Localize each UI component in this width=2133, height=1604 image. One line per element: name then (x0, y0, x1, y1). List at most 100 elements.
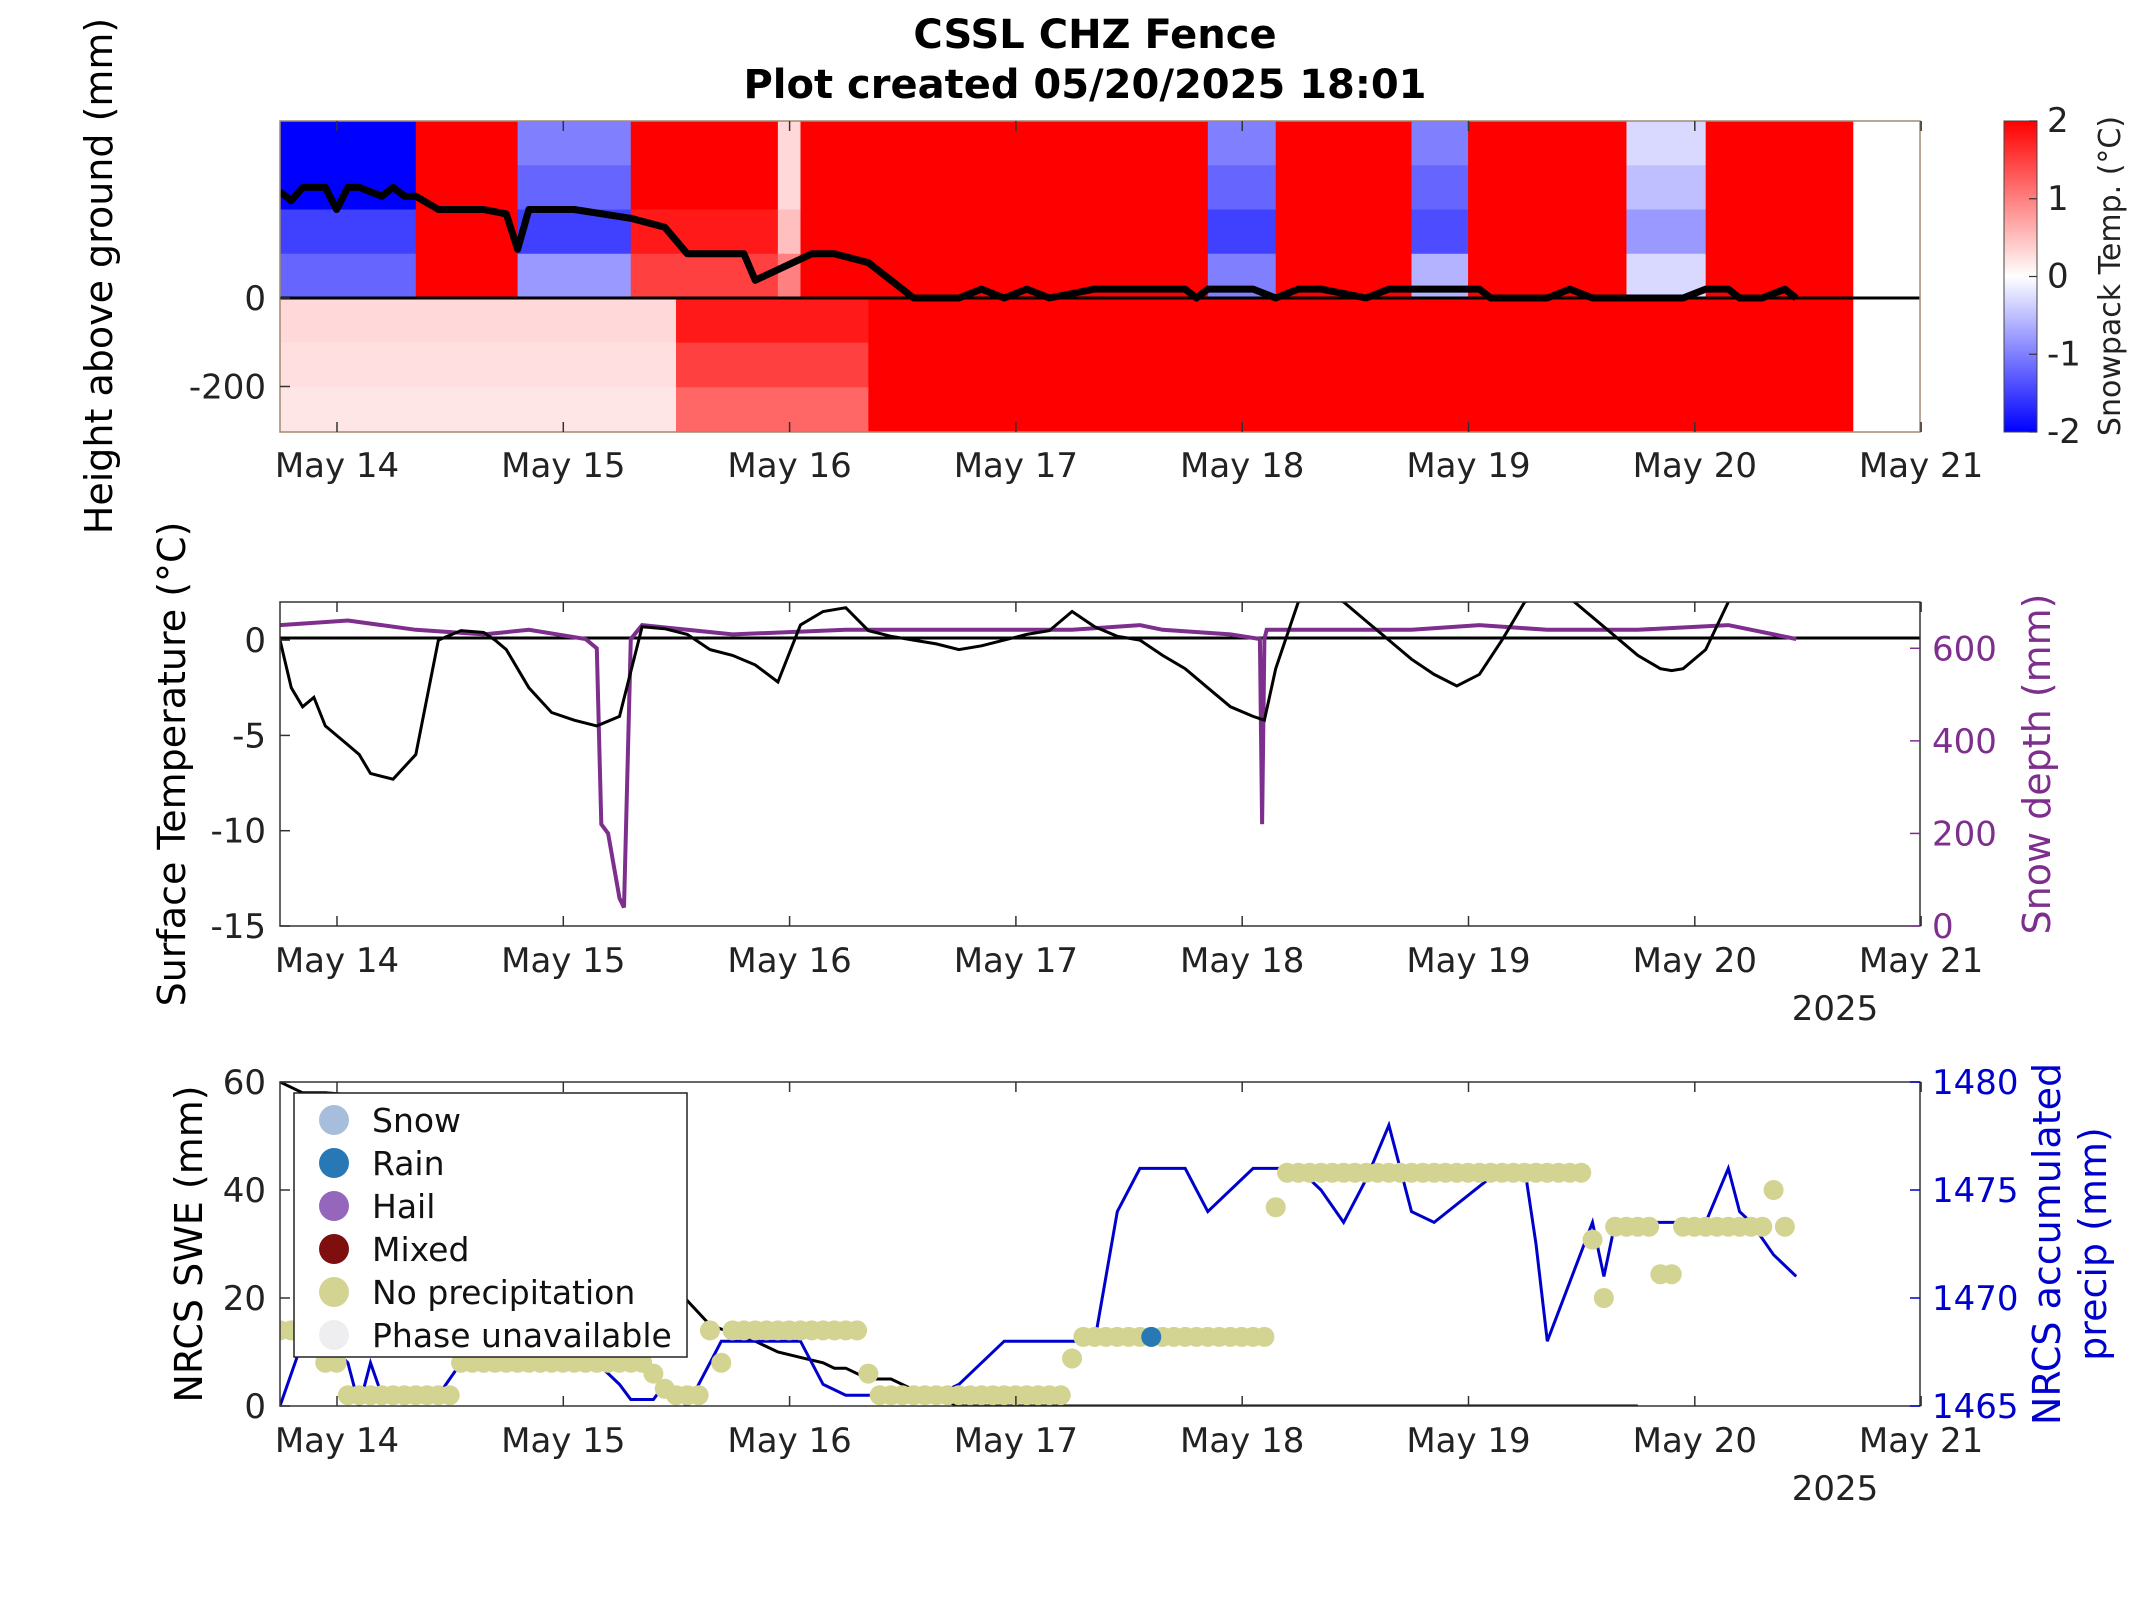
x-tick-label: May 18 (1180, 1421, 1304, 1461)
phase-point-no-precipitation (699, 1320, 720, 1341)
precip-y-ticks: 1465 1470 1475 1480 (1910, 1063, 2019, 1427)
x-tick-label: May 21 (1859, 1421, 1983, 1461)
phase-legend: Snow Rain Hail Mixed No precipitation Phase u… (293, 1092, 688, 1358)
heatmap-cell (868, 342, 1854, 388)
y2-tick-label: 0 (1932, 907, 1954, 947)
phase-point-no-precipitation (643, 1363, 664, 1384)
phase-point-no-precipitation (1062, 1348, 1083, 1369)
heatmap-cell (1468, 253, 1627, 299)
legend-label: Snow (372, 1101, 461, 1140)
x-tick-label: May 15 (501, 446, 625, 486)
phase-point-no-precipitation (1265, 1197, 1286, 1218)
phase-point-no-precipitation (1763, 1180, 1784, 1200)
x-tick-label: May 20 (1633, 1421, 1757, 1461)
heatmap-cell (1626, 121, 1707, 166)
y-tick-label: -200 (189, 368, 266, 408)
x-tick-label: May 19 (1406, 941, 1530, 981)
heatmap-cell (1275, 209, 1412, 255)
chart-subtitle: Plot created 05/20/2025 18:01 (743, 62, 1426, 108)
x-tick-label: May 21 (1859, 446, 1983, 486)
y2-tick-label: 400 (1932, 722, 1997, 762)
y2-tick-label: 200 (1932, 814, 1997, 854)
heatmap-cell (517, 165, 632, 210)
legend-box (293, 1092, 688, 1358)
precip-y-label-line1: NRCS accumulated (2025, 1063, 2069, 1425)
y2-tick-label: 1465 (1932, 1387, 2019, 1427)
y-tick-label: -10 (210, 812, 266, 852)
precip-y-label: NRCS accumulated precip (mm) (2025, 1063, 2115, 1425)
phase-point-no-precipitation (711, 1352, 732, 1373)
heatmap-cell (676, 387, 869, 432)
x-tick-label: May 14 (275, 446, 399, 486)
heatmap-cell (1705, 121, 1854, 166)
x-tick-label: May 20 (1633, 941, 1757, 981)
heatmap-cell (1275, 165, 1412, 210)
heatmap-cell (1468, 209, 1627, 255)
heatmap-cell (800, 165, 1209, 210)
heatmap-cell (1411, 121, 1469, 166)
colorbar-ticks: 2 1 0 -1 -2 (2029, 101, 2081, 452)
phase-point-no-precipitation (858, 1363, 879, 1384)
heatmap-cell (517, 121, 632, 166)
colorbar-tick-label: 2 (2047, 101, 2069, 141)
colorbar-tick-label: 1 (2047, 179, 2069, 219)
heatmap-cell (280, 342, 677, 388)
phase-point-no-precipitation (1582, 1229, 1603, 1250)
y2-tick-label: 1470 (1932, 1279, 2019, 1319)
legend-label: Hail (372, 1187, 435, 1226)
heatmap-cells (280, 121, 1854, 432)
heatmap-cell (1705, 209, 1854, 255)
snow-depth-line (280, 618, 1797, 909)
heatmap-cell (517, 253, 632, 299)
heatmap-y-label: Height above ground (mm) (77, 18, 121, 535)
heatmap-cell (415, 209, 519, 255)
x-tick-label: May 16 (727, 941, 851, 981)
swe-y-ticks: 0 20 40 60 (223, 1063, 290, 1427)
y-tick-label: 0 (244, 1387, 266, 1427)
phase-point-no-precipitation (326, 1352, 347, 1373)
surface-temp-x-ticks: May 14 May 15 May 16 May 17 May 18 May 19 May … (275, 602, 1983, 981)
y-tick-label: 20 (223, 1279, 266, 1319)
phase-point-no-precipitation (1050, 1385, 1071, 1406)
heatmap-cell (1275, 121, 1412, 166)
heatmap-cell (280, 209, 417, 255)
legend-label: Rain (372, 1144, 445, 1183)
y-tick-label: 0 (244, 279, 266, 319)
phase-point-no-precipitation (1661, 1264, 1682, 1285)
heatmap-cell (280, 253, 417, 299)
colorbar-tick-label: -2 (2047, 412, 2081, 452)
phase-point-no-precipitation (1639, 1216, 1660, 1237)
chart-title: CSSL CHZ Fence (913, 12, 1276, 58)
phase-point-no-precipitation (1571, 1162, 1592, 1183)
y-tick-label: -5 (232, 716, 266, 756)
phase-points (280, 1162, 1795, 1406)
heatmap-cell (777, 121, 801, 166)
phase-point-no-precipitation (847, 1320, 868, 1341)
heatmap-cell (1468, 121, 1627, 166)
snow-depth-y-ticks: 0 200 400 600 (1910, 629, 1997, 947)
heatmap-cell (800, 121, 1209, 166)
y2-tick-label: 1480 (1932, 1063, 2019, 1103)
phase-point-no-precipitation (439, 1385, 460, 1406)
x-tick-label: May 18 (1180, 446, 1304, 486)
heatmap-cell (868, 298, 1854, 344)
heatmap-x-ticks: May 14 May 15 May 16 May 17 May 18 May 19 May … (275, 121, 1983, 486)
heatmap-cell (777, 165, 801, 210)
x-tick-label: May 19 (1406, 1421, 1530, 1461)
x-tick-label: May 17 (954, 941, 1078, 981)
heatmap-cell (1626, 165, 1707, 210)
phase-point-no-precipitation (688, 1385, 709, 1406)
legend-marker (319, 1191, 349, 1221)
heatmap-cell (1626, 209, 1707, 255)
x-tick-label: May 20 (1633, 446, 1757, 486)
heatmap-cell (630, 165, 779, 210)
x-tick-label: May 14 (275, 1421, 399, 1461)
heatmap-cell (800, 209, 1209, 255)
x-tick-label: May 16 (727, 446, 851, 486)
colorbar-tick-label: 0 (2047, 257, 2069, 297)
surface-temp-y-label: Surface Temperature (°C) (150, 522, 194, 1007)
heatmap-cell (1207, 209, 1277, 255)
y2-tick-label: 600 (1932, 629, 1997, 669)
